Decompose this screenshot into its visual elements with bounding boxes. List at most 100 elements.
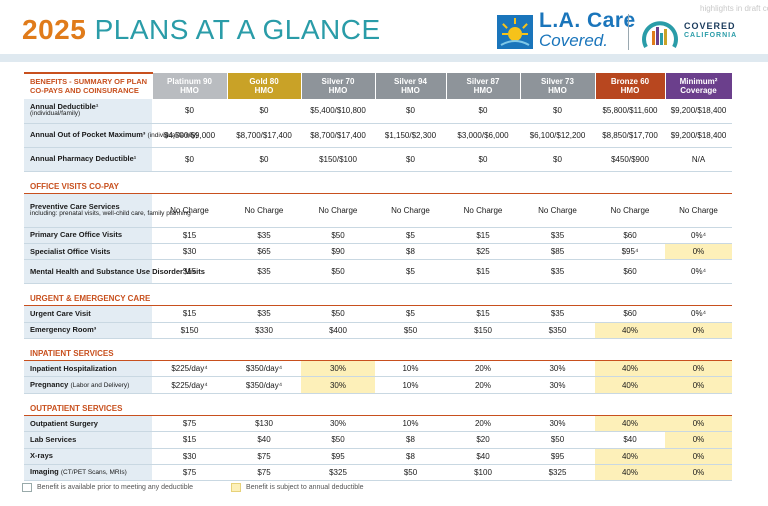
plan-header: Silver 94 HMO [375,73,447,99]
table-cell: $90 [301,243,375,261]
plan-type: HMO [401,86,420,95]
table-cell: $5,800/$11,600 [595,99,665,124]
plan-header: Gold 80 HMO [227,73,302,99]
table-cell: $8 [375,243,446,261]
table-cell: $15 [446,227,520,244]
table-cell: $150 [152,322,227,340]
table-cell: $8 [375,448,446,466]
table-cell: $35 [520,227,595,244]
row-label: Annual Out of Pocket Maximum³ (individua… [24,123,198,148]
table-cell: $60 [595,227,665,244]
table-cell: No Charge [520,193,595,228]
table-cell-deductible: 0% [665,448,732,466]
table-cell: $65 [227,243,301,261]
table-cell: $5 [375,227,446,244]
table-cell: 0%⁴ [665,227,732,244]
table-cell: $8 [375,431,446,449]
table-cell: $0 [520,147,595,172]
plan-type: HMO [254,86,274,95]
table-cell: $15 [152,431,227,449]
table-row: Inpatient Hospitalization $225/day⁴ $350… [24,360,732,378]
table-cell: $225/day⁴ [152,376,227,394]
table-cell: No Charge [152,193,227,228]
table-cell: $8,850/$17,700 [595,123,665,148]
table-row: Annual Out of Pocket Maximum³ (individua… [24,123,732,148]
table-row: X-rays $30 $75 $95 $8 $40 $95 40% 0% [24,448,732,466]
table-cell: $50 [301,259,375,285]
plan-name: Silver 70 [321,76,355,86]
table-row: Annual Deductible¹ (individual/family) $0… [24,99,732,124]
table-cell-deductible: 40% [595,464,665,482]
benefits-table-body: Annual Deductible¹ (individual/family) $0… [24,99,732,482]
table-cell: $15 [152,305,227,323]
row-label: Inpatient Hospitalization [24,360,152,378]
table-cell: No Charge [446,193,520,228]
table-cell: 0%⁴ [665,259,732,285]
table-cell: $40 [227,431,301,449]
table-cell: $50 [375,464,446,482]
table-cell: $330 [227,322,301,340]
table-cell: $0 [375,99,446,124]
legend-swatch-yellow [231,483,242,492]
table-row: Imaging (CT/PET Scans, MRIs) $75 $75 $32… [24,464,732,482]
row-label: Annual Pharmacy Deductible¹ [24,147,152,172]
plan-type: HMO [328,86,348,95]
legend-item-2: Benefit is subject to annual deductible [246,484,364,491]
table-cell: $40 [595,431,665,449]
table-cell: $35 [520,305,595,323]
row-label-sub: (individual/family) [30,110,81,118]
table-cell: $350 [520,322,595,340]
table-cell: $50 [375,322,446,340]
table-cell: $0 [227,99,301,124]
row-label-note: (CT/PET Scans, MRIs) [60,469,127,477]
row-label: Primary Care Office Visits [24,227,152,244]
table-cell: 30% [520,360,595,378]
table-cell: $75 [227,464,301,482]
covered-california-icon [640,13,680,53]
table-cell: $4,500/$9,000 [152,123,227,148]
plan-header: Platinum 90 HMO [152,73,228,99]
header-band [0,54,768,62]
table-cell: $0 [375,147,446,172]
table-cell: $150 [446,322,520,340]
plan-name: Silver 73 [541,76,574,86]
table-cell: 30% [520,415,595,433]
table-cell: $1,150/$2,300 [375,123,446,148]
table-cell: $50 [520,431,595,449]
bleed-through-text: highlights in draft contr [700,5,768,13]
page-title: 2025 PLANS AT A GLANCE [22,14,381,46]
table-cell: No Charge [301,193,375,228]
table-cell: $3,000/$6,000 [446,123,520,148]
table-cell: 10% [375,360,446,378]
la-care-sun-icon [497,15,533,49]
table-row: Pregnancy (Labor and Delivery) $225/day⁴… [24,376,732,394]
table-cell: $5,400/$10,800 [301,99,375,124]
table-cell-deductible: 40% [595,360,665,378]
plan-name: Silver 94 [394,76,427,86]
row-label-text: Imaging [30,467,59,477]
plan-header: Minimum² Coverage [665,73,733,99]
table-cell: $5 [375,259,446,285]
table-cell: $6,100/$12,200 [520,123,595,148]
plan-type: HMO [548,86,567,95]
plan-header: Silver 73 HMO [520,73,596,99]
table-cell-deductible: 40% [595,376,665,394]
table-cell: $50 [301,305,375,323]
table-cell: $0 [446,147,520,172]
plan-name: Bronze 60 [610,76,650,86]
table-cell: $130 [227,415,301,433]
plan-header: Bronze 60 HMO [595,73,666,99]
row-label: Annual Deductible¹ (individual/family) [24,99,152,124]
row-label: Emergency Room³ [24,322,152,340]
table-cell: $0 [152,147,227,172]
table-cell: $75 [152,415,227,433]
row-label-text: Annual Out of Pocket Maximum³ [30,129,146,139]
table-cell: $225/day⁴ [152,360,227,378]
row-label: Specialist Office Visits [24,243,152,261]
table-cell: 20% [446,360,520,378]
table-row: Emergency Room³ $150 $330 $400 $50 $150 … [24,322,732,340]
table-cell: $15 [152,227,227,244]
plan-header: Silver 70 HMO [301,73,376,99]
table-row: Primary Care Office Visits $15 $35 $50 $… [24,227,732,244]
table-cell: $8,700/$17,400 [301,123,375,148]
